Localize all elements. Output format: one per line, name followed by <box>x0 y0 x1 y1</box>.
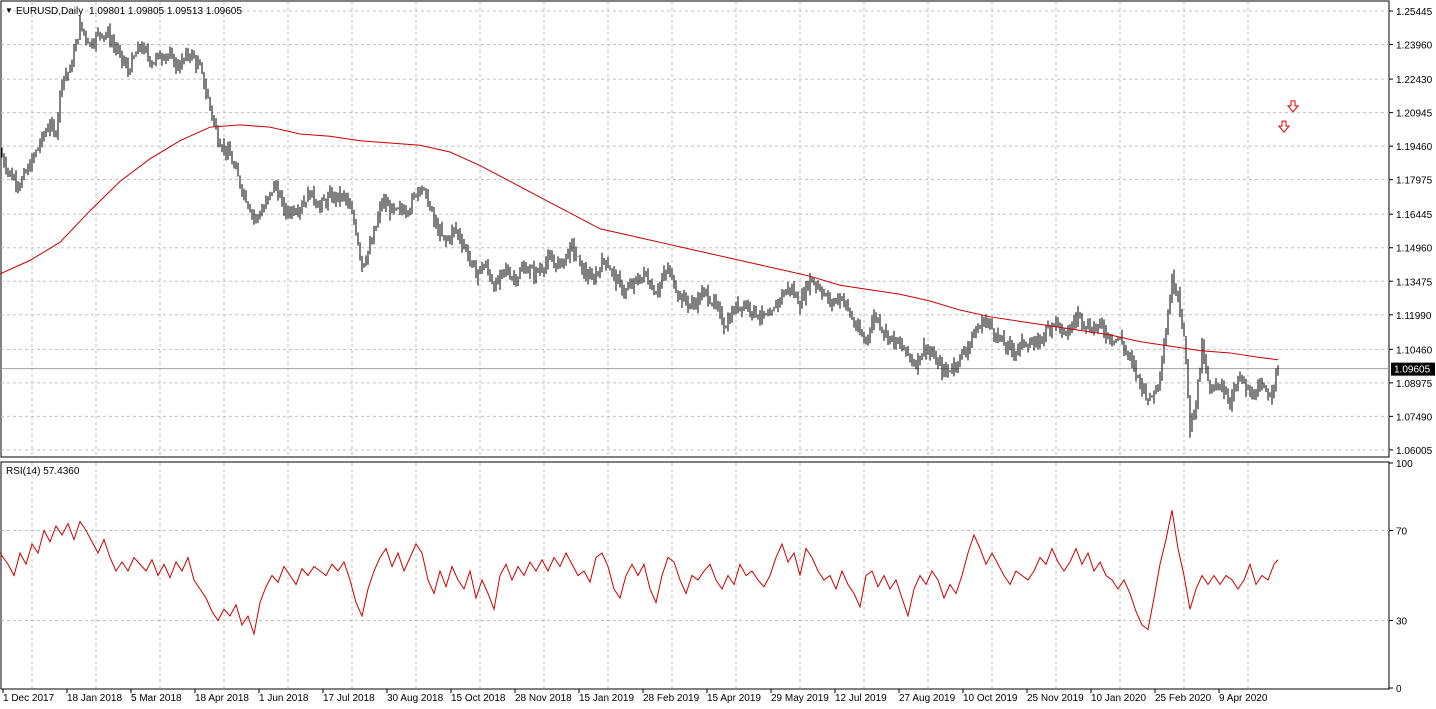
price-tick-label: 1.11990 <box>1396 311 1432 322</box>
time-tick-label: 5 Mar 2018 <box>131 693 182 704</box>
price-tick-label: 1.13475 <box>1396 277 1433 288</box>
price-axis-ticks: 1.25445 1.23960 1.22430 1.20945 1.19460 1.179… <box>1389 7 1433 457</box>
price-tick-label: 1.14960 <box>1396 244 1433 255</box>
rsi-grid <box>1 463 1389 688</box>
rsi-tick-label: 100 <box>1396 459 1413 470</box>
symbol-header-arrow: ▼ <box>5 6 13 15</box>
rsi-tick-label: 70 <box>1396 527 1408 538</box>
price-tick-label: 1.06005 <box>1396 446 1433 457</box>
rsi-axis-ticks: 100 70 30 0 <box>1389 459 1413 695</box>
time-tick-label: 1 Jun 2018 <box>259 693 309 704</box>
time-tick-label: 29 May 2019 <box>771 693 829 704</box>
time-tick-label: 10 Oct 2019 <box>963 693 1018 704</box>
price-tick-label: 1.23960 <box>1396 41 1433 52</box>
symbol-header: EURUSD,Daily <box>16 6 83 17</box>
time-tick-label: 28 Feb 2019 <box>643 693 700 704</box>
rsi-header: RSI(14) 57.4360 <box>6 466 80 477</box>
rsi-panel-frame <box>0 461 1390 690</box>
time-tick-label: 15 Oct 2018 <box>451 693 506 704</box>
ohlc-values: 1.09801 1.09805 1.09513 1.09605 <box>89 6 242 17</box>
current-price-tag: 1.09605 <box>1391 362 1435 376</box>
current-price-tag-bg <box>1391 362 1435 376</box>
time-tick-label: 18 Apr 2018 <box>195 693 249 704</box>
rsi-tick-label: 0 <box>1396 684 1402 695</box>
price-tick-label: 1.20945 <box>1396 109 1433 120</box>
time-tick-label: 30 Aug 2018 <box>387 693 444 704</box>
time-tick-label: 17 Jul 2018 <box>323 693 375 704</box>
time-tick-label: 25 Feb 2020 <box>1155 693 1212 704</box>
time-axis-ticks: 1 Dec 2017 18 Jan 2018 5 Mar 2018 18 Apr 20… <box>2 689 1268 704</box>
price-tick-label: 1.07490 <box>1396 412 1433 423</box>
time-tick-label: 9 Apr 2020 <box>1219 693 1268 704</box>
signal-arrows <box>1277 100 1300 133</box>
price-bars <box>1 15 1279 438</box>
time-tick-label: 18 Jan 2018 <box>67 693 122 704</box>
price-tick-label: 1.22430 <box>1396 75 1433 86</box>
time-tick-label: 12 Jul 2019 <box>835 693 887 704</box>
time-tick-label: 10 Jan 2020 <box>1091 693 1146 704</box>
rsi-tick-label: 30 <box>1396 617 1408 628</box>
rsi-line <box>0 510 1279 636</box>
time-tick-label: 28 Nov 2018 <box>515 693 572 704</box>
price-panel-frame <box>0 0 1390 458</box>
moving-average-line <box>0 124 1279 361</box>
current-price-tag-label: 1.09605 <box>1394 365 1431 376</box>
time-tick-label: 1 Dec 2017 <box>3 693 55 704</box>
down-arrow-icon <box>1286 100 1300 113</box>
time-tick-label: 27 Aug 2019 <box>899 693 956 704</box>
price-tick-label: 1.25445 <box>1396 7 1433 18</box>
price-grid <box>1 2 1389 456</box>
price-tick-label: 1.19460 <box>1396 142 1433 153</box>
price-tick-label: 1.10460 <box>1396 345 1433 356</box>
time-tick-label: 15 Jan 2019 <box>579 693 634 704</box>
time-tick-label: 15 Apr 2019 <box>707 693 761 704</box>
price-tick-label: 1.17975 <box>1396 176 1433 187</box>
price-tick-label: 1.08975 <box>1396 379 1433 390</box>
price-tick-label: 1.16445 <box>1396 210 1433 221</box>
down-arrow-icon <box>1277 120 1291 133</box>
time-tick-label: 25 Nov 2019 <box>1027 693 1084 704</box>
